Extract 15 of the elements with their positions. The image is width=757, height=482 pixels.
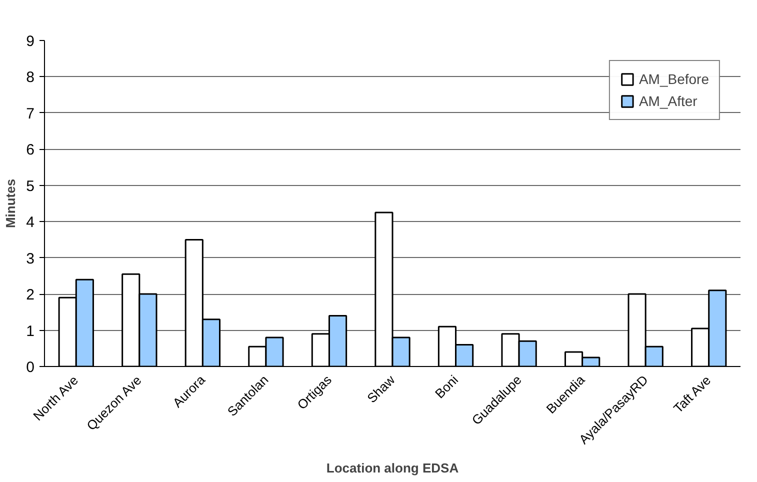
y-tick-label: 2 [26, 286, 34, 304]
y-tick-label: 8 [26, 69, 34, 86]
y-tick-label: 7 [26, 105, 34, 122]
x-tick-label: Taft Ave [670, 372, 714, 416]
y-tick-label: 3 [26, 250, 34, 268]
y-tick-label: 4 [26, 214, 34, 232]
x-axis-title: Location along EDSA [326, 460, 460, 476]
legend-label: AM_Before [638, 71, 709, 87]
y-tick-label: 1 [26, 322, 34, 340]
y-axis-title: Minutes [3, 178, 18, 228]
y-tick-label: 5 [26, 178, 34, 195]
y-tick-label: 6 [26, 142, 34, 159]
legend-label: AM_After [638, 93, 698, 109]
y-tick-label: 9 [26, 33, 34, 50]
y-tick-label: 0 [26, 359, 34, 376]
